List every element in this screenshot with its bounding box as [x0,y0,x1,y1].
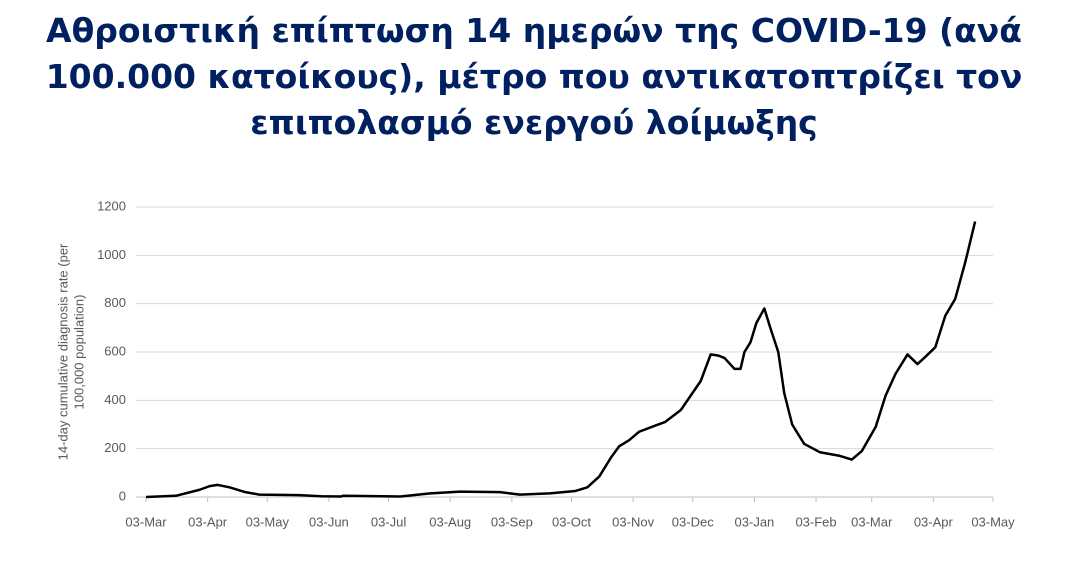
y-tick-label: 600 [104,343,126,358]
x-tick-label: 03-Mar [125,514,167,529]
data-line [145,221,977,499]
x-tick-label: 03-Feb [795,514,836,529]
x-tick-label: 03-Mar [851,514,893,529]
chart-title: Αθροιστική επίπτωση 14 ημερών της COVID-… [45,11,1023,142]
x-tick-label: 03-Apr [188,514,228,529]
x-tick-label: 03-Jun [309,514,349,529]
x-tick-label: 03-Aug [429,514,471,529]
x-tick-label: 03-Dec [672,514,714,529]
y-tick-label: 400 [104,392,126,407]
y-tick-label: 0 [119,488,126,503]
x-tick-label: 03-Oct [552,514,591,529]
x-tick-label: 03-Sep [491,514,533,529]
x-tick-label: 03-Nov [612,514,654,529]
y-tick-label: 1000 [97,247,126,262]
y-axis-label: 100,000 population) [71,295,86,410]
x-tick-label: 03-Apr [914,514,954,529]
x-tick-label: 03-May [971,514,1015,529]
x-tick-label: 03-May [246,514,290,529]
y-axis-label: 14-day cumulative diagnosis rate (per [55,243,70,460]
y-tick-label: 1200 [97,198,126,213]
y-tick-label: 800 [104,295,126,310]
x-tick-label: 03-Jul [371,514,407,529]
x-tick-label: 03-Jan [735,514,775,529]
y-tick-label: 200 [104,440,126,455]
